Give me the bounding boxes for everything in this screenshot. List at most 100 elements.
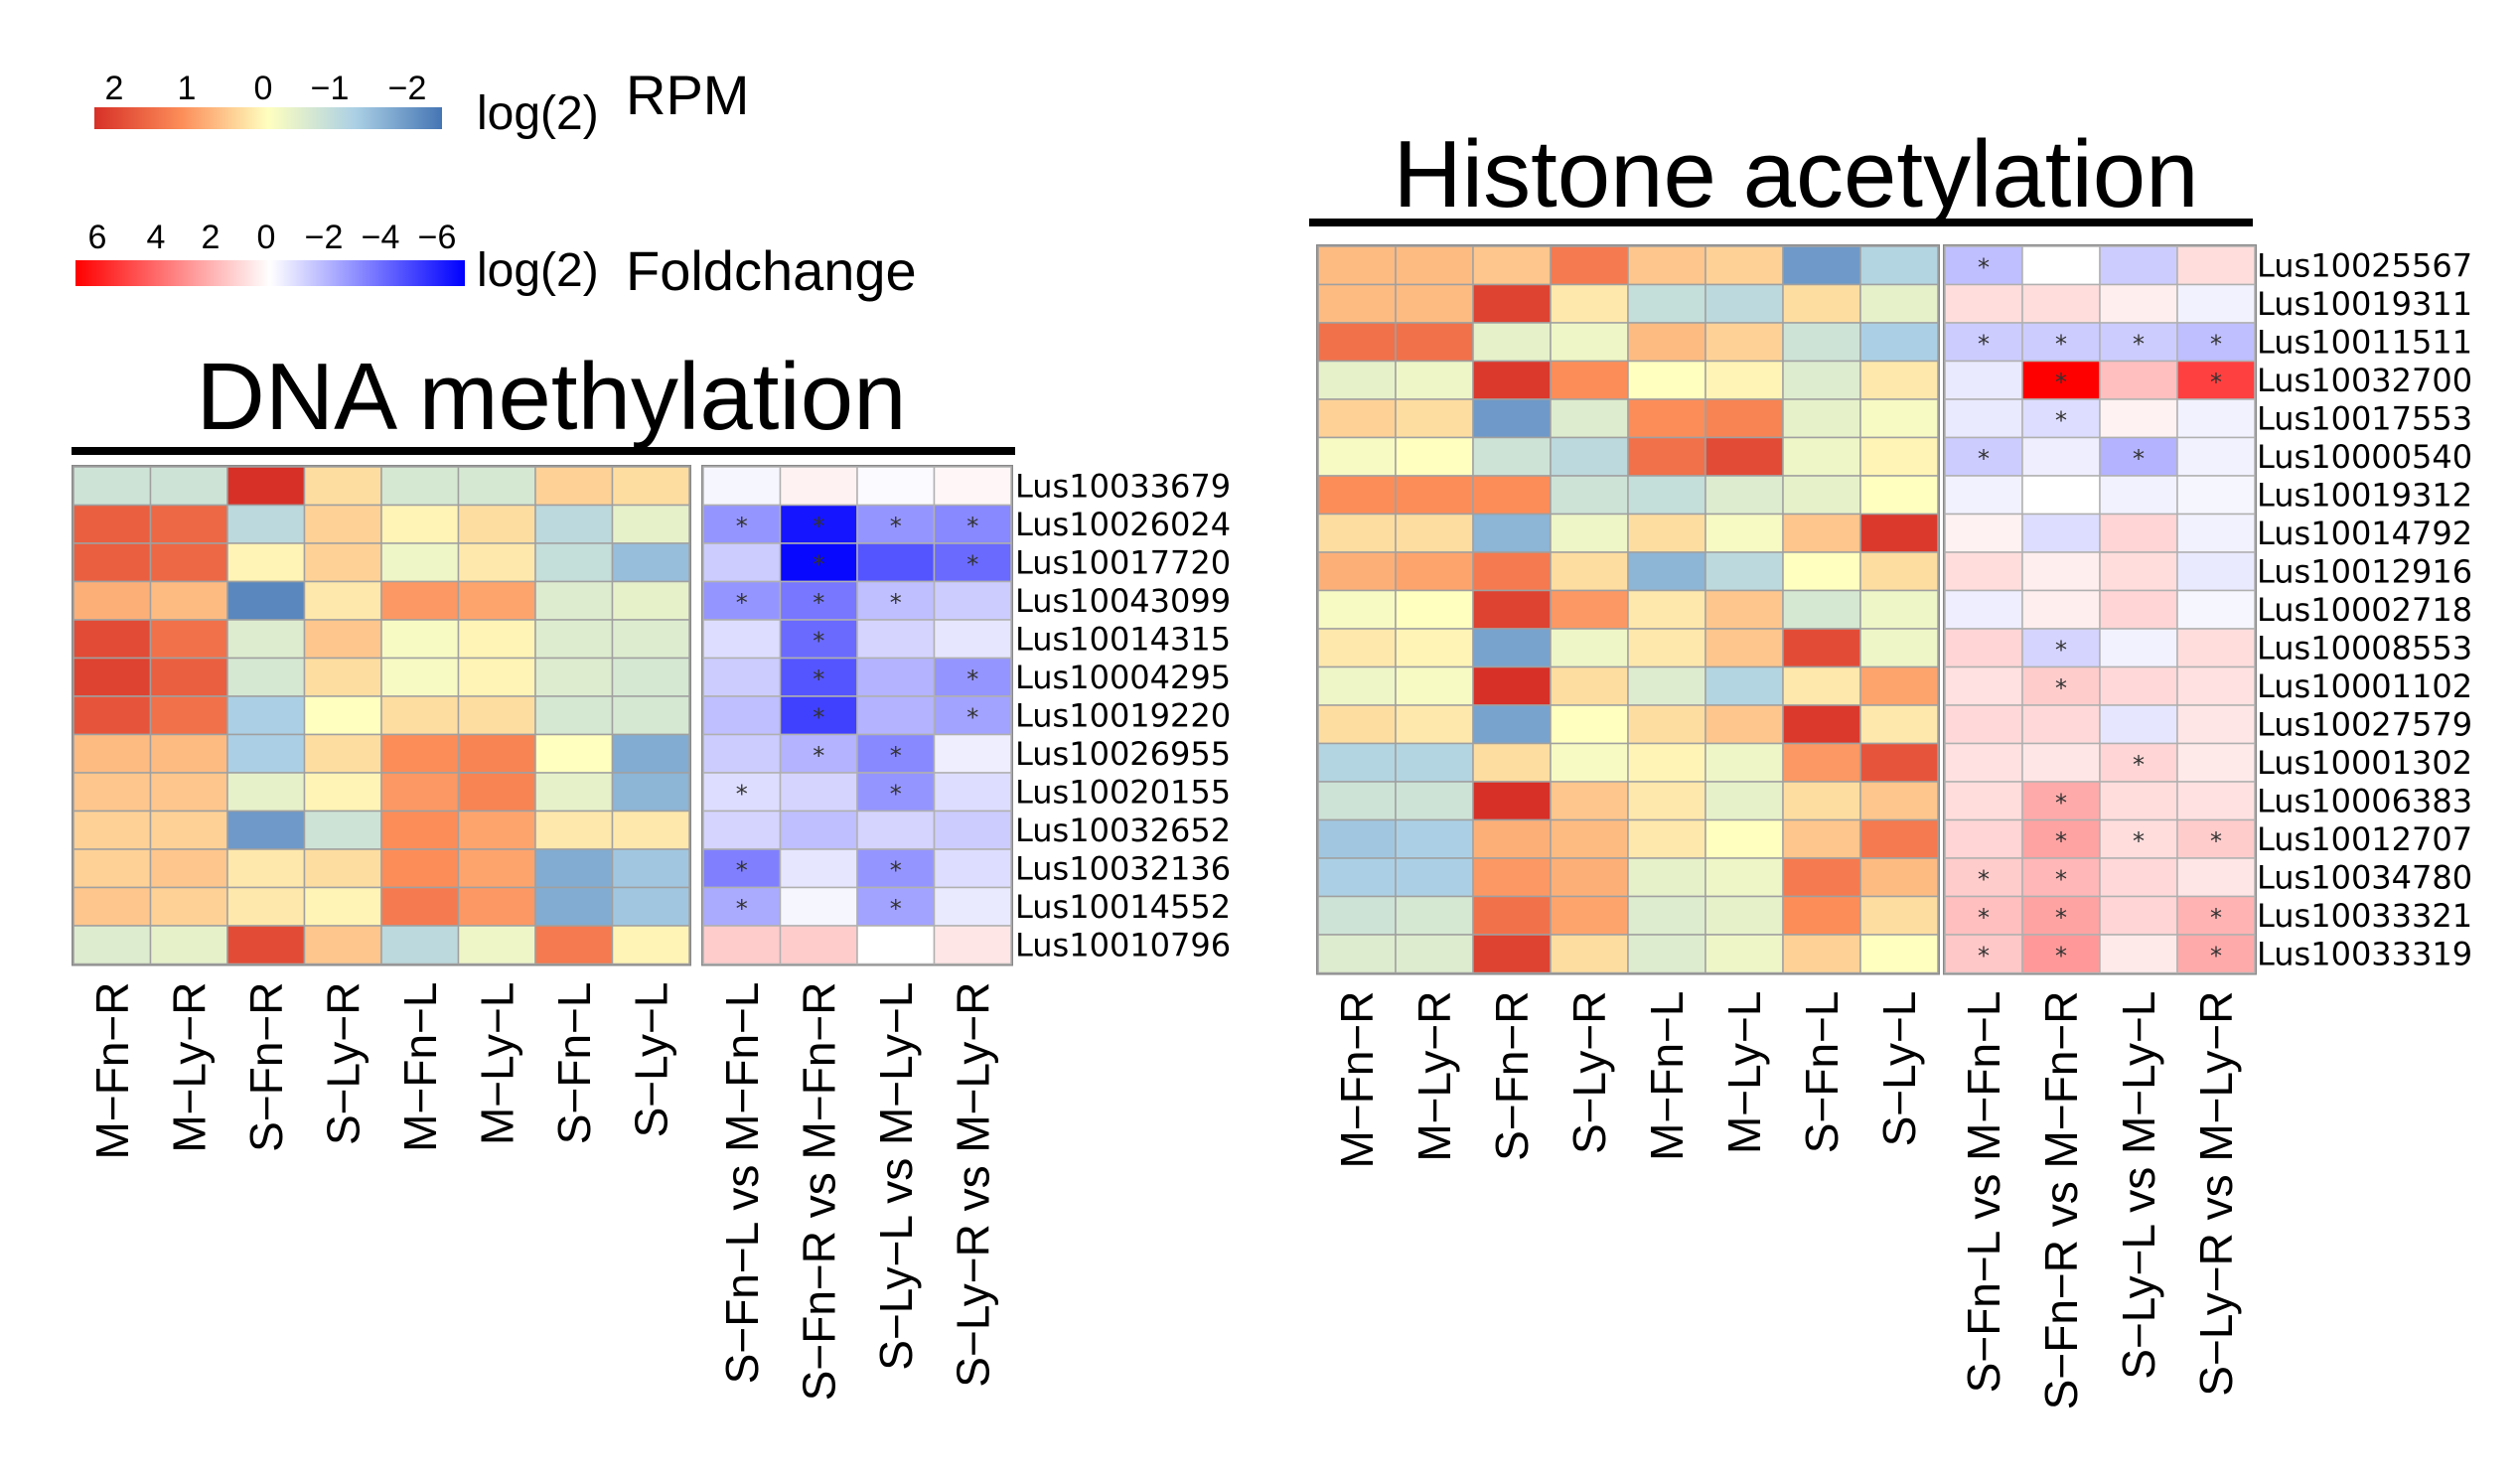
rpm-cell [380,542,460,583]
significance-marker: * [1978,942,1990,969]
rpm-cell [1395,513,1474,553]
foldchange-cell [779,925,858,965]
panel-title: Histone acetylation [1393,121,2198,227]
gene-label: Lus10006383 [2257,782,2472,819]
foldchange-column-label: S−Ly−R vs M−Ly−R [2190,991,2242,1397]
legend-rpm-unit: RPM [626,64,749,126]
rpm-column-label: M−Ly−R [1408,991,1460,1162]
rpm-cell [1859,589,1939,630]
legend-fc-tick: 6 [88,219,107,256]
foldchange-cell [2176,360,2256,400]
gene-labels: Lus10033679Lus10026024Lus10017720Lus1004… [1015,467,1231,963]
foldchange-cell [1944,398,2023,439]
rpm-cell [611,772,690,813]
foldchange-cell [856,542,936,583]
rpm-cell [1395,934,1474,974]
rpm-heatmap [1316,244,1940,975]
legend-rpm-colorbar [94,107,442,129]
foldchange-cell [1944,283,2023,324]
rpm-cell [1782,360,1861,400]
significance-marker: * [890,513,902,540]
rpm-cell [1472,551,1552,592]
rpm-cell [1317,857,1397,898]
rpm-cell [611,925,690,965]
rpm-cell [1317,742,1397,783]
foldchange-cell [1944,245,2023,286]
significance-marker: * [813,589,824,617]
legend-rpm-unit-prefix: log(2) [477,87,599,140]
rpm-cell [303,810,382,850]
rpm-cell [1472,857,1552,898]
foldchange-cell [933,810,1012,850]
rpm-cell [1627,513,1706,553]
foldchange-cell [2021,628,2101,668]
gene-label: Lus10034780 [2257,858,2472,896]
rpm-cell [1395,818,1474,859]
gene-label: Lus10002718 [2257,591,2472,629]
rpm-cell [1627,475,1706,516]
rpm-cell [380,695,460,736]
rpm-cell [1627,704,1706,745]
rpm-cell [380,580,460,621]
rpm-cell [1627,895,1706,936]
rpm-cell [226,466,306,507]
foldchange-cell [2021,589,2101,630]
rpm-cell [1395,666,1474,706]
rpm-cell [611,580,690,621]
rpm-cell [1395,857,1474,898]
legend-rpm-tick: 2 [105,70,124,107]
rpm-cell [534,619,614,660]
rpm-cell [1782,398,1861,439]
rpm-cell [1705,398,1784,439]
rpm-cell [226,925,306,965]
foldchange-cell [2176,781,2256,821]
rpm-cell [1317,818,1397,859]
rpm-cell [1859,245,1939,286]
rpm-cell [1705,895,1784,936]
rpm-cell [1705,742,1784,783]
rpm-column-label: M−Ly−L [471,982,522,1146]
foldchange-cell [1944,475,2023,516]
foldchange-cell [856,619,936,660]
rpm-cell [1550,322,1629,363]
rpm-cell [534,848,614,889]
rpm-cell [380,772,460,813]
significance-marker: * [966,666,978,693]
rpm-cell [1317,283,1397,324]
gene-label: Lus10012707 [2257,820,2472,858]
rpm-cell [1550,895,1629,936]
rpm-column-label: S−Ly−R [1563,991,1615,1155]
foldchange-cell [2099,934,2178,974]
rpm-cell [1550,436,1629,477]
rpm-cell [1859,628,1939,668]
foldchange-cell [2176,436,2256,477]
foldchange-column-label: S−Ly−R vs M−Ly−R [947,982,998,1388]
rpm-cell [73,886,152,927]
rpm-cell [1627,781,1706,821]
foldchange-heatmap: * * * * * * * * * * * * * * * * * * * * * * [701,465,1013,966]
rpm-cell [1550,513,1629,553]
significance-marker: * [1978,330,1990,358]
rpm-cell [457,886,536,927]
foldchange-cell [2176,628,2256,668]
rpm-cell [1472,666,1552,706]
rpm-cell [1627,436,1706,477]
rpm-heatmap [72,465,691,966]
rpm-cell [1705,436,1784,477]
rpm-cell [534,657,614,697]
rpm-column-label: S−Fn−L [548,982,600,1145]
significance-marker: * [813,703,824,731]
foldchange-cell [2021,436,2101,477]
foldchange-cell [702,925,782,965]
rpm-cell [1472,513,1552,553]
foldchange-cell [2021,245,2101,286]
foldchange-cell [2021,475,2101,516]
legend-rpm-tick: −1 [311,70,350,107]
gene-label: Lus10043099 [1015,582,1231,620]
rpm-cell [1859,513,1939,553]
gene-label: Lus10019312 [2257,476,2472,514]
foldchange-cell [702,772,782,813]
gene-label: Lus10020155 [1015,773,1231,811]
gene-label: Lus10033321 [2257,897,2472,935]
